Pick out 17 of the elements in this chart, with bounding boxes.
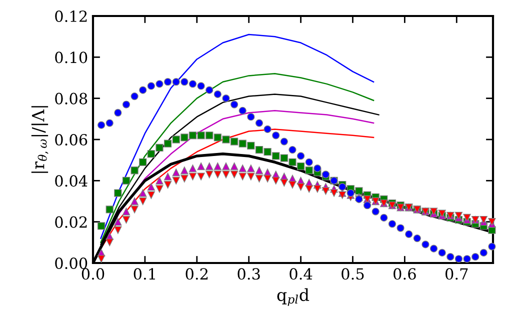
x-tick-label: 0.6	[394, 268, 416, 280]
y-tick-label: 0.02	[55, 216, 87, 228]
x-tick-label: 0.1	[134, 268, 155, 280]
x-tick-label: 0.5	[342, 268, 364, 280]
y-tick-label: 0.08	[55, 92, 88, 104]
x-axis-title: q$_{pl}$d	[277, 288, 310, 306]
x-tick-label: 0.7	[445, 268, 468, 280]
y-tick-label: 0.00	[55, 257, 88, 270]
x-tick-label: 0.3	[238, 268, 260, 280]
y-tick-label: 0.06	[55, 134, 88, 146]
y-tick-label: 0.04	[55, 175, 88, 187]
y-tick-label: 0.12	[55, 10, 87, 22]
y-tick-label: 0.10	[55, 52, 88, 64]
x-tick-label: 0.4	[290, 268, 312, 280]
x-tick-label: 0.0	[82, 268, 104, 280]
y-axis-title: |r$_{θ,ω}$|/|Λ|	[31, 106, 48, 173]
x-tick-label: 0.2	[186, 268, 208, 280]
